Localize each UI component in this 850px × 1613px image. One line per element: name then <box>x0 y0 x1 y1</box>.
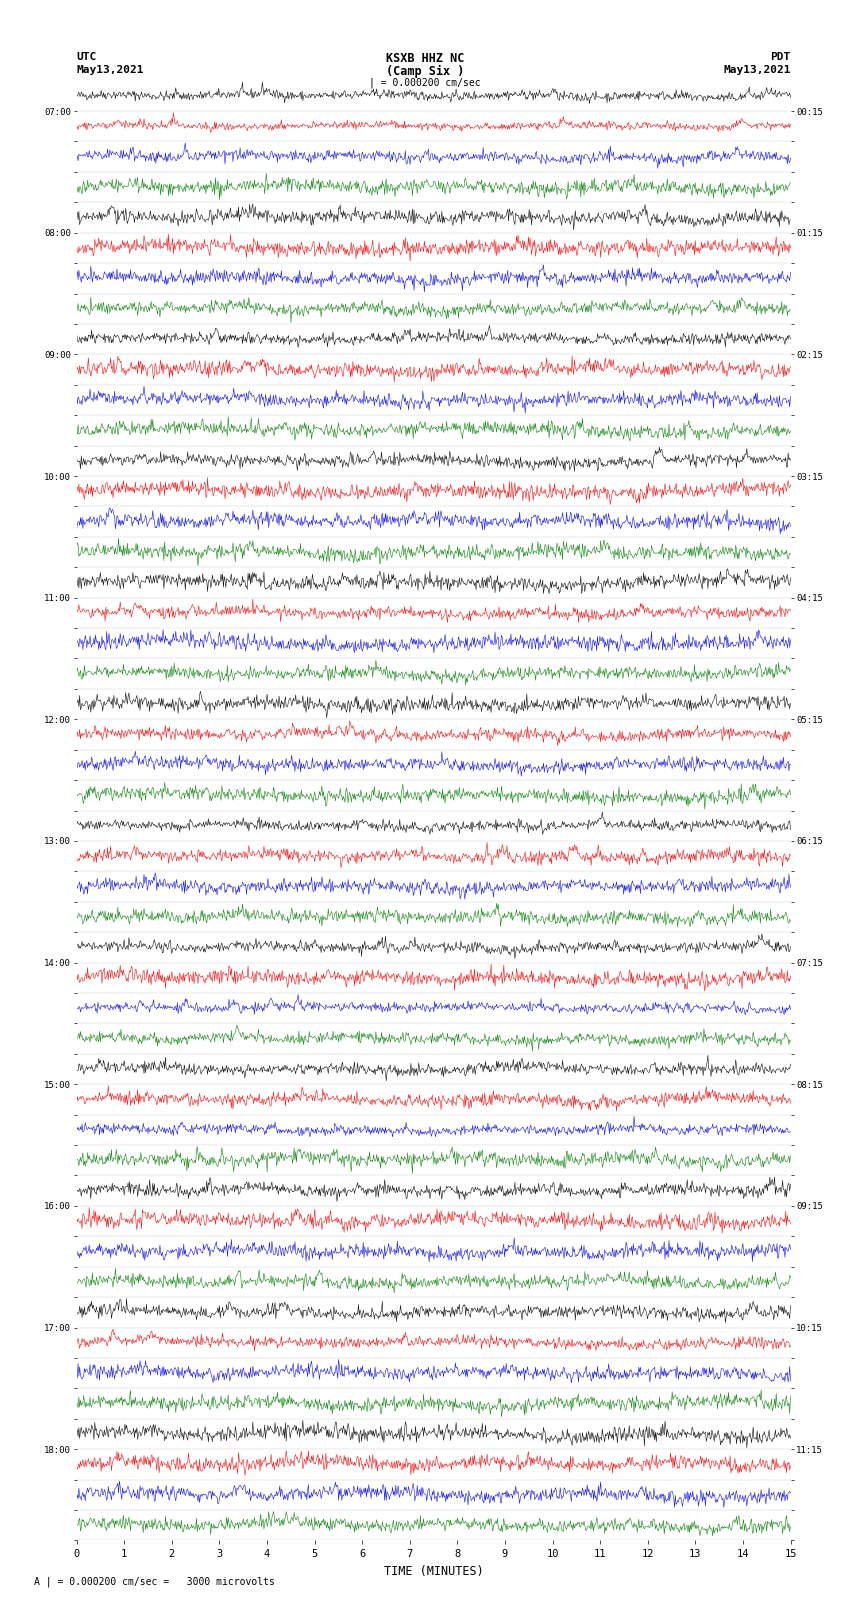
Text: UTC: UTC <box>76 52 97 61</box>
Text: KSXB HHZ NC: KSXB HHZ NC <box>386 52 464 65</box>
Text: May13,2021: May13,2021 <box>723 65 791 74</box>
X-axis label: TIME (MINUTES): TIME (MINUTES) <box>383 1565 484 1578</box>
Text: (Camp Six ): (Camp Six ) <box>386 65 464 77</box>
Text: A | = 0.000200 cm/sec =   3000 microvolts: A | = 0.000200 cm/sec = 3000 microvolts <box>34 1576 275 1587</box>
Text: | = 0.000200 cm/sec: | = 0.000200 cm/sec <box>369 77 481 89</box>
Text: May13,2021: May13,2021 <box>76 65 144 74</box>
Text: PDT: PDT <box>770 52 790 61</box>
